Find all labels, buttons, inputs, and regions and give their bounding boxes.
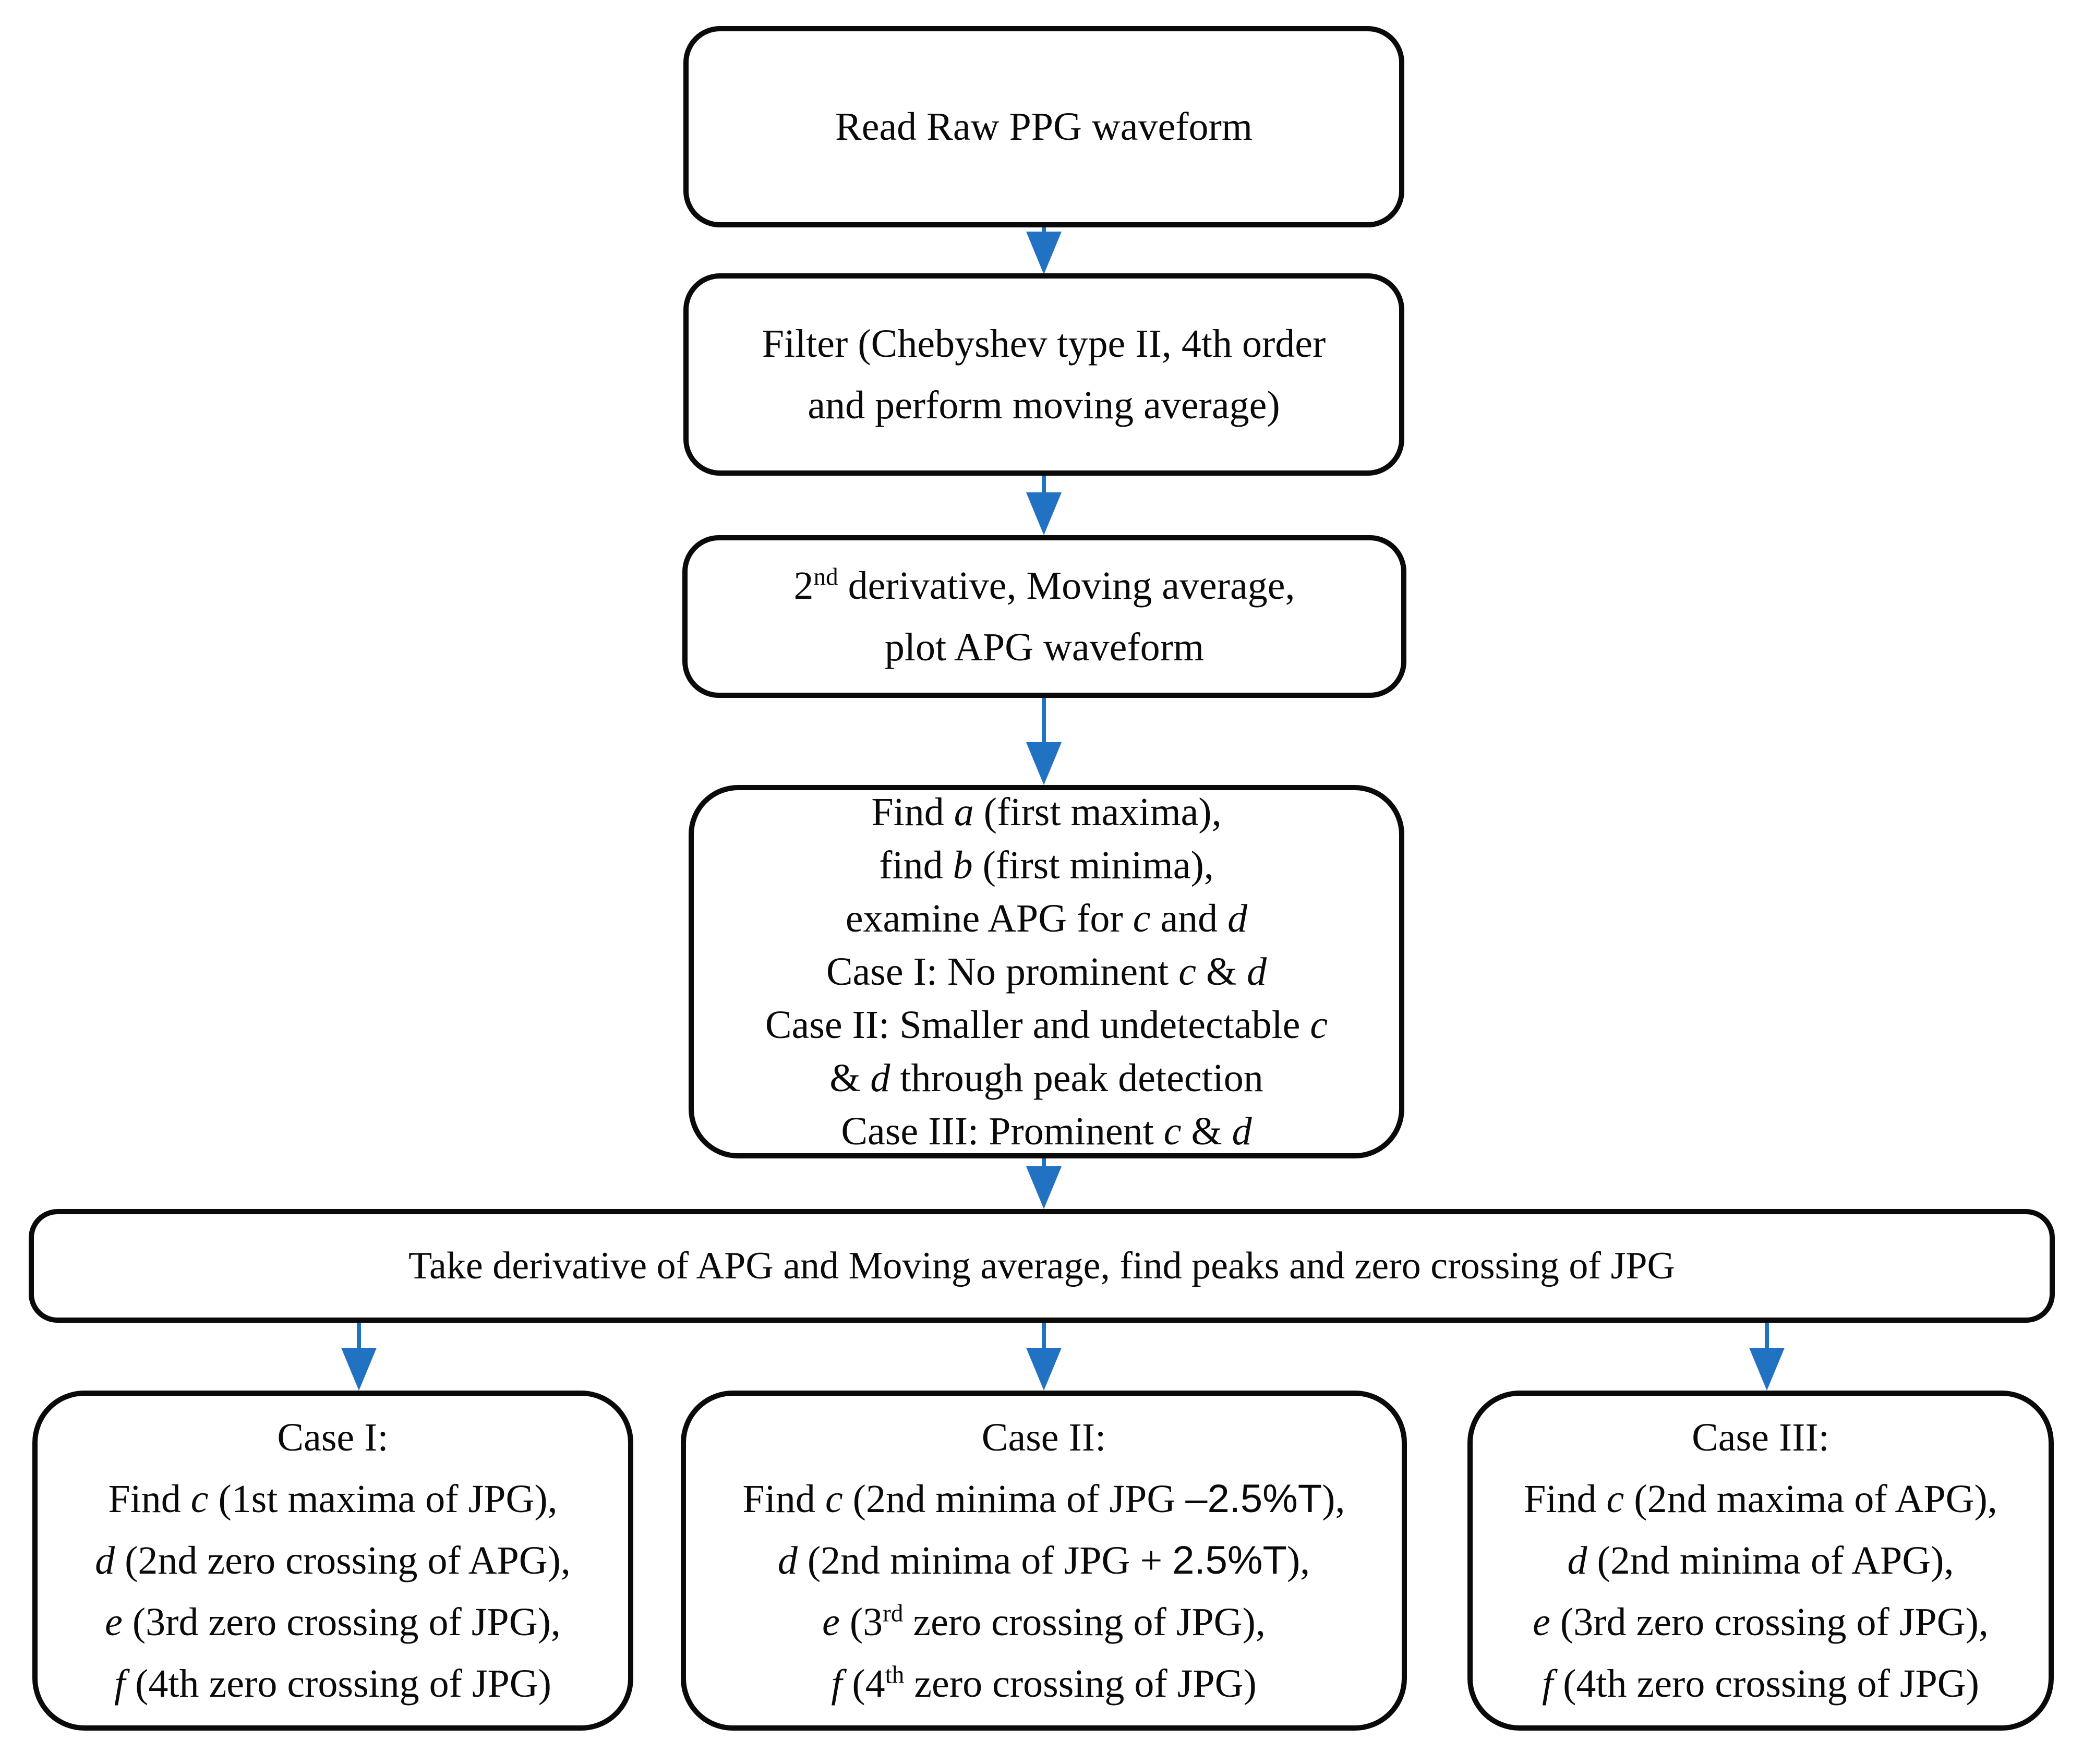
- down-arrow: [1025, 1158, 1063, 1209]
- node-text-line: Find c (1st maxima of JPG),: [108, 1477, 558, 1521]
- node-text-line: Read Raw PPG waveform: [835, 105, 1253, 149]
- arrow-head: [1026, 1348, 1062, 1391]
- arrow-stem: [1042, 1323, 1046, 1348]
- node-text-line: Case I: No prominent c & d: [826, 950, 1267, 994]
- node-text-line: and perform moving average): [808, 383, 1280, 427]
- arrow-head: [1749, 1348, 1785, 1391]
- node-text-line: d (2nd minima of APG),: [1567, 1539, 1954, 1582]
- arrow-stem: [1042, 476, 1046, 492]
- node-text-line: Find c (2nd maxima of APG),: [1524, 1477, 1997, 1521]
- node-text-line: 2nd derivative, Moving average,: [793, 563, 1295, 608]
- node-filter-chebyshev: Filter (Chebyshev type II, 4th order and …: [683, 273, 1404, 476]
- node-find-abcd-cases: Find a (first maxima), find b (first mini…: [689, 785, 1404, 1158]
- arrow-stem: [1765, 1323, 1769, 1348]
- node-text-line: Find a (first maxima),: [871, 790, 1222, 834]
- node-case1: Case I: Find c (1st maxima of JPG), d (2nd…: [32, 1391, 633, 1731]
- node-text-line: e (3rd zero crossing of JPG),: [1533, 1600, 1989, 1644]
- node-text-line: e (3rd zero crossing of JPG),: [105, 1600, 561, 1644]
- node-text-line: Case II: Smaller and undetectable c: [765, 1003, 1328, 1047]
- node-text-line: f (4th zero crossing of JPG): [1542, 1662, 1979, 1706]
- node-text-line: plot APG waveform: [884, 625, 1205, 669]
- arrow-stem: [1042, 1158, 1046, 1166]
- node-text-line: d (2nd zero crossing of APG),: [95, 1539, 571, 1582]
- node-text-line: e (3rd zero crossing of JPG),: [822, 1600, 1266, 1644]
- arrow-head: [1026, 1166, 1062, 1209]
- node-text-line: Filter (Chebyshev type II, 4th order: [762, 322, 1326, 366]
- node-text-line: Case III: Prominent c & d: [841, 1109, 1252, 1153]
- down-arrow: [340, 1323, 378, 1391]
- node-second-derivative-apg: 2nd derivative, Moving average, plot APG …: [682, 535, 1406, 698]
- node-text-line: Take derivative of APG and Moving averag…: [408, 1245, 1675, 1287]
- down-arrow: [1025, 1323, 1063, 1391]
- down-arrow: [1025, 476, 1063, 535]
- arrow-stem: [1042, 227, 1046, 232]
- node-text-line: examine APG for c and d: [845, 897, 1248, 940]
- down-arrow: [1748, 1323, 1786, 1391]
- down-arrow: [1025, 227, 1063, 274]
- node-text-line: Case II:: [981, 1416, 1106, 1459]
- arrow-head: [341, 1348, 377, 1391]
- node-take-derivative-jpg: Take derivative of APG and Moving averag…: [29, 1209, 2055, 1323]
- node-text-line: f (4th zero crossing of JPG): [114, 1662, 551, 1706]
- down-arrow: [1025, 698, 1063, 785]
- node-text-line: d (2nd minima of JPG + 2.5%T),: [777, 1538, 1310, 1582]
- arrow-stem: [1042, 698, 1046, 742]
- node-read-raw-ppg-waveform: Read Raw PPG waveform: [683, 26, 1404, 227]
- arrow-head: [1026, 742, 1062, 785]
- arrow-stem: [357, 1323, 361, 1348]
- node-text-line: & d through peak detection: [829, 1056, 1263, 1100]
- arrow-head: [1026, 492, 1062, 535]
- node-text-line: Case III:: [1692, 1416, 1829, 1459]
- node-case3: Case III: Find c (2nd maxima of APG), d (2…: [1467, 1391, 2054, 1731]
- node-text-line: f (4th zero crossing of JPG): [831, 1661, 1257, 1706]
- arrow-head: [1026, 232, 1062, 274]
- node-text-line: find b (first minima),: [879, 843, 1214, 887]
- node-case2: Case II: Find c (2nd minima of JPG –2.5%T…: [681, 1391, 1407, 1731]
- node-text-line: Case I:: [277, 1416, 389, 1459]
- node-text-line: Find c (2nd minima of JPG –2.5%T),: [742, 1477, 1345, 1521]
